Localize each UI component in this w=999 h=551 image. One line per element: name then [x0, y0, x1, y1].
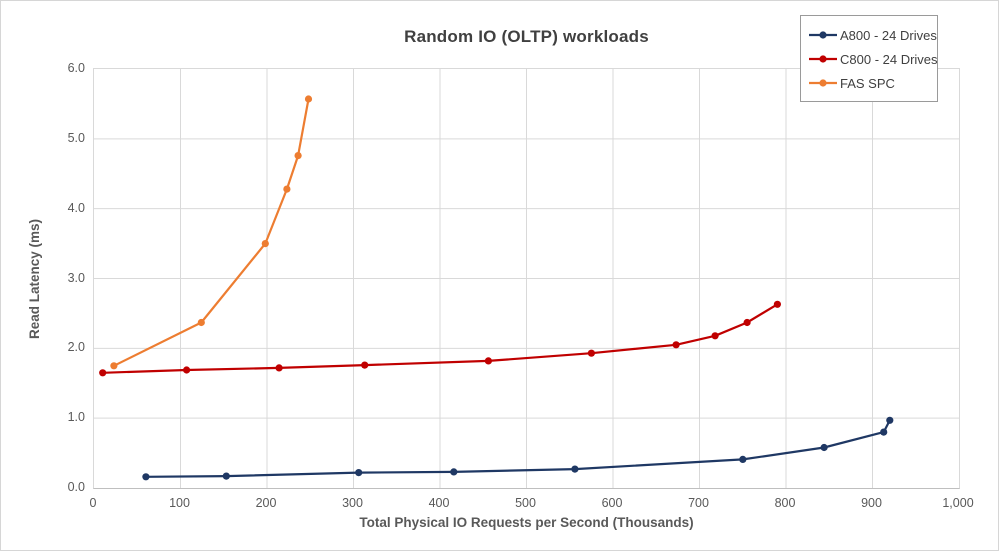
- data-point: [672, 341, 680, 349]
- y-tick-label: 6.0: [67, 61, 85, 75]
- x-tick-label: 400: [428, 496, 450, 510]
- series-line-fas-spc: [112, 97, 310, 367]
- data-point: [886, 416, 894, 424]
- data-point: [294, 152, 302, 160]
- x-tick-label: 0: [89, 496, 97, 510]
- x-axis-title: Total Physical IO Requests per Second (T…: [359, 515, 694, 530]
- x-tick-label: 600: [601, 496, 623, 510]
- legend: A800 - 24 Drives C800 - 24 Drives FAS SP…: [800, 15, 938, 102]
- y-tick-label: 3.0: [67, 270, 85, 285]
- data-point: [587, 349, 595, 357]
- x-tick-label: 700: [688, 496, 709, 510]
- data-point: [484, 357, 492, 365]
- line-dot-marker-icon: [809, 79, 837, 87]
- data-point: [110, 362, 118, 370]
- data-point: [450, 468, 458, 476]
- data-point: [304, 95, 313, 103]
- line-dot-marker-icon: [809, 55, 837, 63]
- data-point: [197, 318, 205, 327]
- x-tick-label: 800: [774, 496, 796, 510]
- data-point: [283, 185, 291, 193]
- data-point: [261, 240, 269, 248]
- chart-title: Random IO (OLTP) workloads: [404, 27, 649, 46]
- y-tick-label: 2.0: [67, 340, 85, 355]
- x-tick-label: 200: [255, 496, 277, 510]
- line-dot-marker-icon: [809, 31, 837, 39]
- data-point: [275, 364, 283, 372]
- data-point: [355, 469, 363, 477]
- plot-area: [93, 68, 960, 489]
- y-tick-label: 4.0: [67, 200, 85, 215]
- x-tick-label: 900: [861, 496, 882, 510]
- data-point: [743, 318, 751, 327]
- data-point: [820, 443, 828, 452]
- y-tick-label: 1.0: [67, 410, 85, 425]
- data-point: [142, 473, 150, 481]
- data-point: [222, 472, 230, 480]
- data-point: [183, 366, 191, 374]
- data-point: [880, 428, 888, 436]
- legend-label: A800 - 24 Drives: [840, 27, 937, 43]
- legend-label: FAS SPC: [840, 75, 895, 91]
- data-point: [739, 455, 747, 463]
- plot-svg: [94, 69, 959, 488]
- x-tick-label: 300: [342, 496, 363, 510]
- x-tick-label: 100: [169, 496, 190, 510]
- data-point: [99, 369, 107, 377]
- legend-item-fas-spc: FAS SPC: [809, 71, 929, 95]
- series-line-a800-24-drives: [144, 419, 891, 478]
- legend-item-a800: A800 - 24 Drives: [809, 23, 937, 47]
- legend-item-c800: C800 - 24 Drives: [809, 47, 938, 71]
- y-tick-label: 0.0: [67, 480, 85, 494]
- x-tick-label: 1,000: [942, 496, 974, 510]
- data-point: [711, 332, 719, 340]
- series-line-c800-24-drives: [101, 303, 779, 374]
- y-tick-label: 5.0: [67, 130, 85, 145]
- legend-label: C800 - 24 Drives: [840, 51, 938, 67]
- data-point: [361, 361, 369, 369]
- x-tick-label: 500: [515, 496, 536, 510]
- data-point: [773, 300, 782, 308]
- data-point: [571, 465, 579, 473]
